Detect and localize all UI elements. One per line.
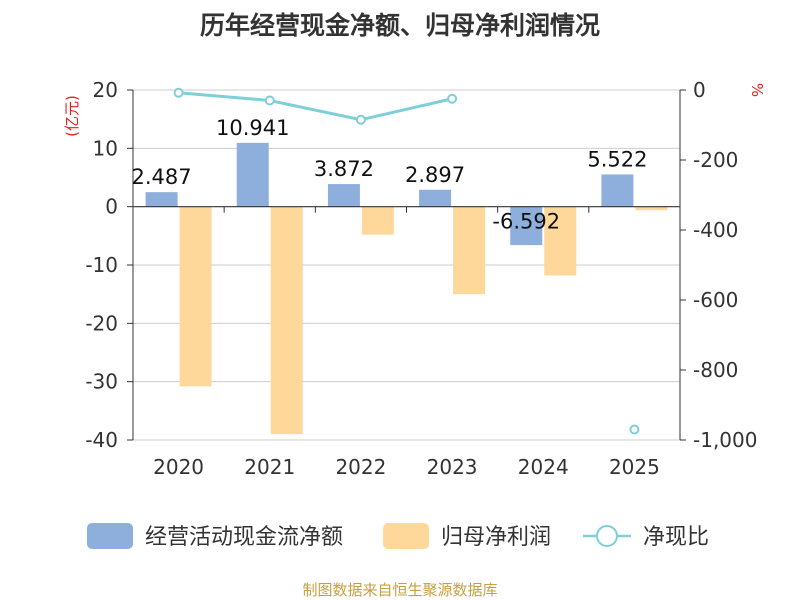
- left-tick-label: 10: [93, 136, 118, 160]
- net-profit-bar: [635, 206, 668, 211]
- cashflow-bar: [145, 192, 178, 207]
- left-axis-unit: (亿元): [63, 95, 81, 137]
- ratio-point: [173, 87, 184, 98]
- ratio-point: [264, 95, 275, 106]
- cashflow-bar: [419, 189, 452, 207]
- ratio-point: [355, 114, 366, 125]
- bar-data-label: 2.487: [132, 165, 192, 189]
- legend: 经营活动现金流净额 归母净利润 净现比: [87, 523, 709, 550]
- bar-data-label: 5.522: [587, 147, 647, 171]
- net-profit-bar: [179, 206, 212, 387]
- right-tick-label: -400: [693, 218, 738, 242]
- legend-swatch-net-profit: [383, 523, 429, 549]
- ratio-line-segment: [178, 91, 453, 122]
- ratio-line: [173, 87, 640, 435]
- x-tick-label: 2022: [335, 455, 386, 479]
- chart-title: 历年经营现金净额、归母净利润情况: [200, 11, 600, 40]
- x-tick-label: 2021: [244, 455, 295, 479]
- data-labels: 2.487 10.941 3.872 2.897 -6.592 5.522: [132, 116, 648, 234]
- right-axis-unit: %: [748, 83, 766, 97]
- grid-lines: [133, 89, 680, 441]
- net-profit-bar: [270, 206, 303, 435]
- left-tick-label: 20: [93, 78, 118, 102]
- cashflow-bar: [510, 206, 543, 246]
- left-tick-label: 0: [105, 195, 118, 219]
- net-profit-bar: [453, 206, 486, 295]
- x-tick-label: 2025: [609, 455, 660, 479]
- left-tick-label: -10: [85, 253, 118, 277]
- cashflow-bar: [236, 142, 269, 207]
- legend-label-net-profit: 归母净利润: [441, 525, 551, 550]
- ratio-point: [629, 424, 640, 435]
- right-tick-label: -600: [693, 288, 738, 312]
- right-tick-label: -1,000: [693, 428, 757, 452]
- legend-label-ratio: 净现比: [643, 525, 709, 550]
- bar-data-label: 2.897: [405, 163, 465, 187]
- net-profit-bar: [361, 206, 394, 235]
- left-tick-label: -40: [85, 428, 118, 452]
- legend-label-cashflow: 经营活动现金流净额: [145, 525, 343, 550]
- x-tick-label: 2024: [518, 455, 569, 479]
- bar-data-label: -6.592: [492, 210, 560, 234]
- x-tick-label: 2020: [153, 455, 204, 479]
- legend-swatch-ratio-point: [596, 525, 618, 547]
- ratio-point: [447, 93, 458, 104]
- right-tick-label: -800: [693, 358, 738, 382]
- bar-data-label: 10.941: [216, 116, 289, 140]
- axes: 20100-10-20-30-400-200-400-600-800-1,000…: [85, 78, 757, 479]
- bars: [145, 142, 668, 435]
- x-tick-label: 2023: [427, 455, 478, 479]
- source-note: 制图数据来自恒生聚源数据库: [302, 581, 497, 599]
- cashflow-bar: [327, 184, 360, 207]
- right-tick-label: -200: [693, 148, 738, 172]
- net-profit-bar: [544, 206, 577, 276]
- cashflow-bar: [601, 174, 634, 207]
- left-tick-label: -30: [85, 370, 118, 394]
- right-tick-label: 0: [693, 78, 706, 102]
- legend-swatch-cashflow: [87, 523, 133, 549]
- left-tick-label: -20: [85, 311, 118, 335]
- bar-data-label: 3.872: [314, 157, 374, 181]
